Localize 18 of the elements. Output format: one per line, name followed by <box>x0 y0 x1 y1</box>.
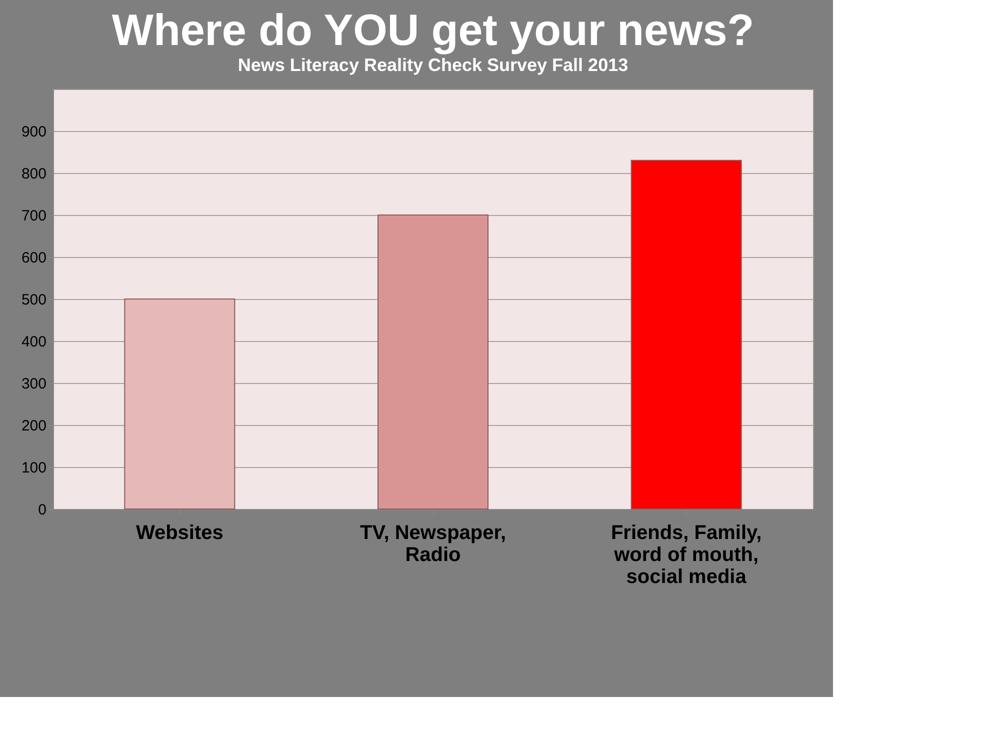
y-tick-label: 0 <box>38 502 46 518</box>
y-tick-label: 800 <box>21 166 46 182</box>
y-tick-label: 100 <box>21 460 46 476</box>
bar <box>124 298 236 510</box>
chart-subtitle: News Literacy Reality Check Survey Fall 2013 <box>238 55 628 75</box>
y-tick-label: 200 <box>21 418 46 434</box>
bar <box>378 214 488 510</box>
y-tick-label: 300 <box>21 376 46 392</box>
chart-title: Where do YOU get your news? <box>112 6 754 55</box>
y-tick-label: 700 <box>21 208 46 224</box>
bar <box>630 160 742 510</box>
x-tick-label: Friends, Family, word of mouth, social media <box>610 522 762 588</box>
y-tick-label: 500 <box>21 292 46 308</box>
y-tick-label: 600 <box>21 250 46 266</box>
y-tick-label: 400 <box>21 334 46 350</box>
x-tick-label: TV, Newspaper, Radio <box>360 522 506 566</box>
x-tick-label: Websites <box>136 522 224 544</box>
y-tick-label: 900 <box>21 124 46 140</box>
